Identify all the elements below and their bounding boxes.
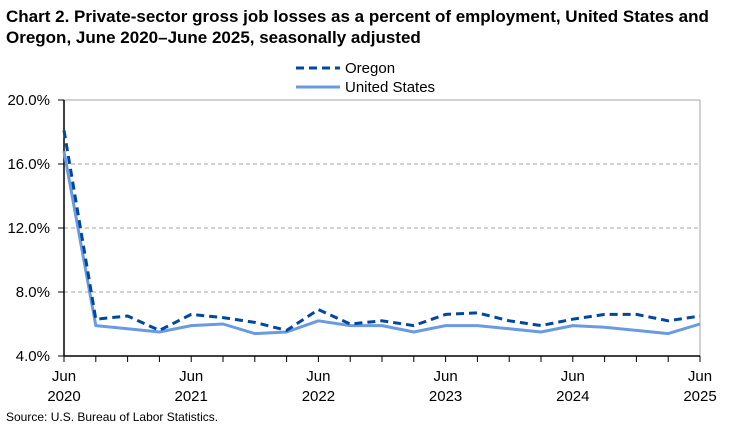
x-tick-label: Jun [434,368,458,385]
x-tick-label-year: 2025 [683,388,716,405]
legend-label: United States [345,79,435,96]
x-tick-label: Jun [179,368,203,385]
x-tick-label: Jun [688,368,712,385]
x-tick-label: Jun [306,368,330,385]
x-tick-label-year: 2021 [175,388,208,405]
y-tick-label: 20.0% [7,92,50,109]
chart-title: Chart 2. Private-sector gross job losses… [6,7,709,47]
x-tick-label-year: 2022 [302,388,335,405]
x-tick-label-year: 2024 [556,388,589,405]
x-tick-label: Jun [52,368,76,385]
y-tick-label: 12.0% [7,220,50,237]
y-tick-label: 4.0% [16,348,50,365]
x-tick-label-year: 2023 [429,388,462,405]
legend-label: Oregon [345,60,395,77]
y-tick-label: 16.0% [7,156,50,173]
x-tick-label: Jun [561,368,585,385]
series-line-oregon [62,130,701,332]
source-note: Source: U.S. Bureau of Labor Statistics. [6,410,219,424]
y-tick-label: 8.0% [16,284,50,301]
series-line-united-states [62,150,701,336]
x-tick-label-year: 2020 [47,388,80,405]
